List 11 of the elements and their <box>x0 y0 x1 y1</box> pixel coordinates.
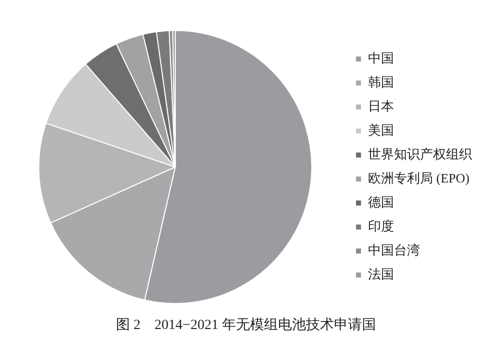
legend-label: 中国台湾 <box>368 242 420 258</box>
legend-label: 德国 <box>368 194 394 210</box>
legend-label: 世界知识产权组织 <box>368 146 472 162</box>
text: 图 2 2014−2021 年无模组电池技术申请国 <box>115 316 377 334</box>
legend-label: 欧洲专利局 (EPO) <box>368 170 470 186</box>
legend-label: 韩国 <box>368 74 394 90</box>
legend-label: 印度 <box>368 218 394 234</box>
legend-label: 日本 <box>368 98 394 114</box>
legend-label: 法国 <box>368 266 394 282</box>
legend-label: 美国 <box>368 122 394 138</box>
legend-label: 中国 <box>368 50 394 66</box>
